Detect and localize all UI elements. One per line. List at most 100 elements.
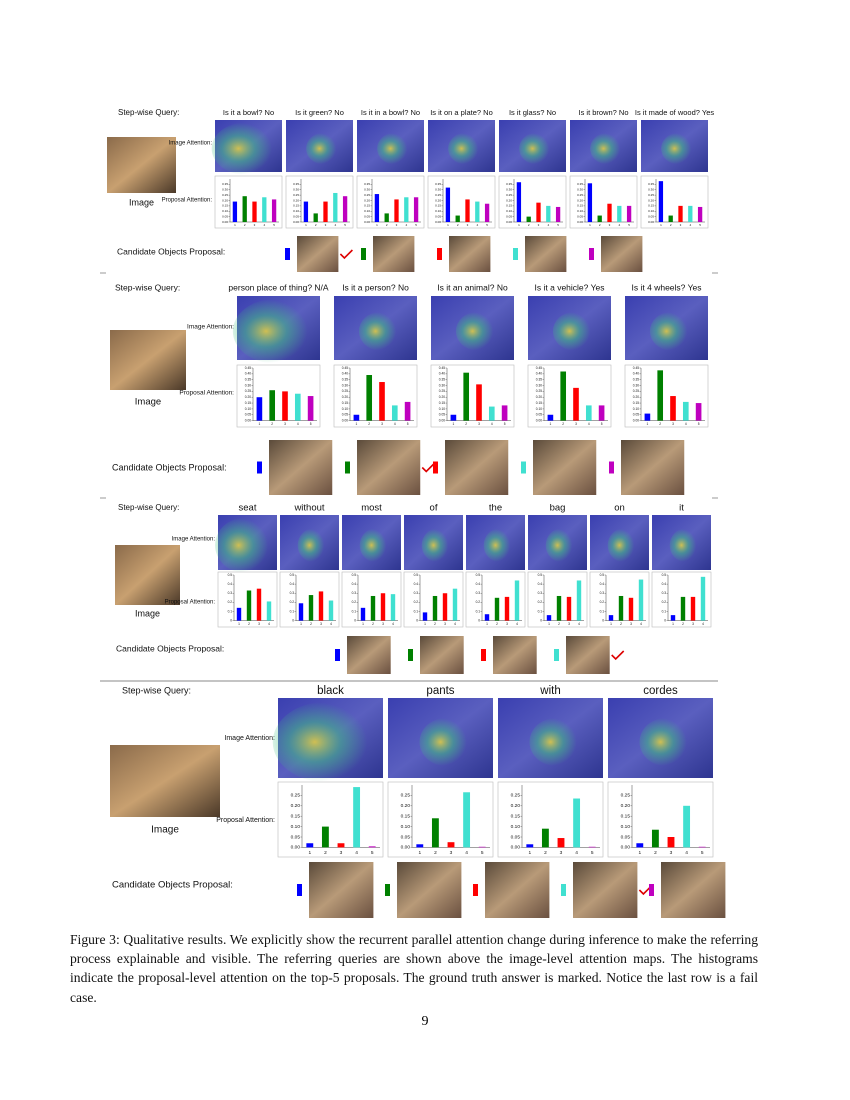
y-tick-label: 0.2 (228, 600, 233, 604)
x-tick-label: 4 (640, 622, 642, 626)
x-tick-label: 1 (550, 422, 552, 426)
attention-hotspot (639, 718, 692, 766)
x-tick-label: 3 (254, 223, 256, 227)
y-tick-label: 0 (478, 618, 480, 622)
y-tick-label: 0.35 (342, 378, 348, 382)
x-tick-label: 5 (371, 850, 374, 856)
y-tick-label: 0.05 (342, 413, 348, 417)
bar (370, 595, 376, 621)
bar (282, 391, 288, 421)
bar (266, 601, 272, 621)
x-tick-label: 4 (405, 223, 407, 227)
bar (541, 828, 549, 848)
y-tick-label: 0.2 (290, 600, 295, 604)
bar (546, 615, 552, 621)
x-tick-label: 1 (418, 850, 421, 856)
x-tick-label: 5 (481, 850, 484, 856)
y-tick-label: 0.15 (536, 401, 542, 405)
x-tick-label: 5 (591, 850, 594, 856)
y-tick-label: 0.35 (633, 378, 639, 382)
y-tick-label: 0.00 (364, 220, 370, 224)
chart-frame (387, 781, 494, 858)
x-tick-label: 1 (356, 422, 358, 426)
proposal-swatch (361, 248, 366, 260)
x-tick-label: 3 (692, 622, 694, 626)
x-tick-label: 2 (620, 622, 622, 626)
y-tick-label: 0.05 (577, 214, 583, 218)
y-tick-label: 0.35 (245, 378, 251, 382)
bar (232, 201, 238, 222)
y-tick-label: 0.40 (536, 372, 542, 376)
x-tick-label: 1 (234, 223, 236, 227)
bar (644, 413, 651, 421)
y-tick-label: 0.2 (600, 600, 605, 604)
attention-hotspot (529, 718, 582, 766)
x-tick-label: 3 (670, 850, 673, 856)
y-tick-label: 0.05 (506, 214, 512, 218)
chart-frame (285, 175, 354, 229)
y-tick-label: 0.20 (506, 198, 512, 202)
proposal-swatch (345, 461, 350, 474)
y-tick-label: 0.4 (600, 582, 605, 586)
bar (360, 607, 366, 621)
y-tick-label: 0.05 (511, 834, 521, 840)
x-tick-label: 4 (685, 422, 687, 426)
bar (476, 384, 482, 421)
y-tick-label: 0.05 (293, 214, 299, 218)
x-tick-label: 2 (457, 223, 459, 227)
bar (576, 580, 582, 621)
proposal-image (573, 862, 638, 918)
y-tick-label: 0.30 (293, 188, 299, 192)
bar (246, 590, 252, 621)
x-tick-label: 1 (660, 223, 662, 227)
bar (321, 826, 329, 848)
y-tick-label: 0.20 (245, 395, 251, 399)
y-tick-label: 0.15 (293, 204, 299, 208)
proposal-swatch (297, 884, 302, 896)
y-tick-label: 0.35 (435, 182, 441, 186)
step-query: Is it made of wood? Yes (635, 108, 714, 117)
x-tick-label: 3 (258, 622, 260, 626)
y-tick-label: 0.4 (476, 582, 481, 586)
y-tick-label: 0.35 (536, 378, 542, 382)
bar (384, 213, 389, 222)
y-tick-label: 0.3 (600, 591, 605, 595)
chart-frame (277, 781, 384, 858)
bar (626, 205, 632, 222)
y-tick-label: 0 (664, 618, 666, 622)
x-tick-label: 2 (659, 422, 661, 426)
y-tick-label: 0.10 (245, 407, 251, 411)
attention-hotspot (359, 528, 390, 562)
proposal-image (347, 636, 391, 674)
x-tick-label: 3 (340, 850, 343, 856)
proposal-swatch (285, 248, 290, 260)
bar (585, 405, 592, 421)
y-tick-label: 0.25 (506, 193, 512, 197)
x-tick-label: 4 (297, 422, 299, 426)
y-tick-label: 0.3 (290, 591, 295, 595)
x-tick-label: 2 (654, 850, 657, 856)
y-tick-label: 0.00 (621, 845, 631, 851)
x-tick-label: 2 (248, 622, 250, 626)
y-tick-label: 0.2 (538, 600, 543, 604)
bar (337, 843, 345, 848)
bar (560, 371, 567, 421)
x-tick-label: 3 (284, 422, 286, 426)
chart-frame (527, 364, 612, 428)
x-tick-label: 5 (344, 223, 346, 227)
attention-hotspot (669, 528, 700, 562)
y-tick-label: 0.10 (648, 209, 654, 213)
proposal-image (485, 862, 550, 918)
proposal-swatch (408, 649, 413, 661)
y-tick-label: 0.1 (290, 609, 295, 613)
bar (557, 838, 565, 848)
step-query: Is it an animal? No (437, 282, 508, 292)
y-tick-label: 0.45 (342, 366, 348, 370)
y-tick-label: 0.40 (439, 372, 445, 376)
y-tick-label: 0.5 (228, 573, 233, 577)
bar (390, 594, 396, 621)
proposal-swatch (513, 248, 518, 260)
page-number: 9 (421, 1014, 429, 1029)
chart-frame (497, 781, 604, 858)
